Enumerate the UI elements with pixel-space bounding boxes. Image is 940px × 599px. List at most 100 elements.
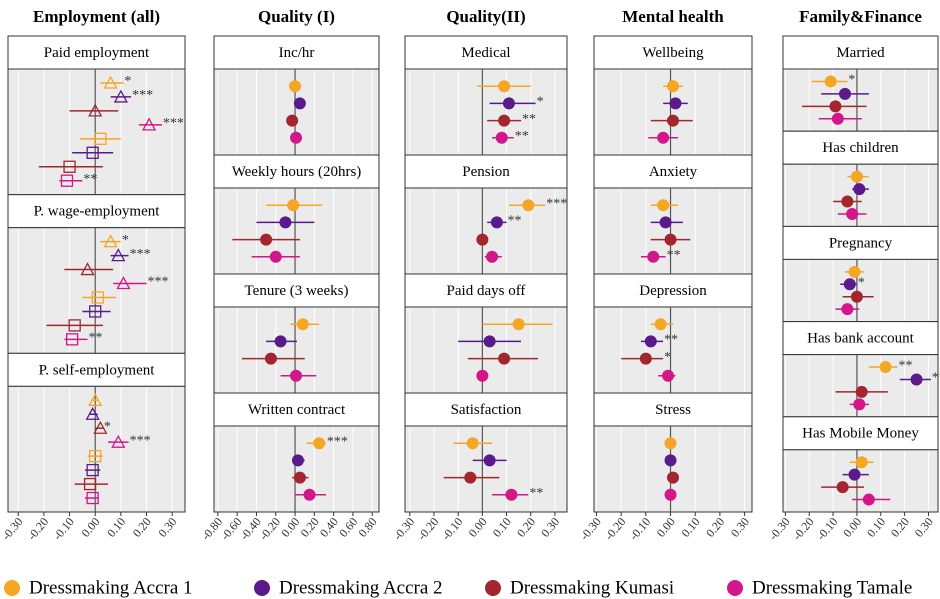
x-tick-label: 0.20 (298, 515, 322, 540)
x-tick-label: 0.40 (317, 515, 341, 540)
x-tick-label: -0.30 (0, 515, 26, 543)
point (879, 361, 892, 374)
strip-label: Tenure (3 weeks) (245, 283, 349, 299)
strip (593, 392, 753, 427)
point (498, 352, 511, 365)
plot-area (593, 187, 753, 275)
point (279, 216, 292, 229)
strip-label: Has Mobile Money (802, 426, 919, 442)
point (113, 89, 128, 103)
x-tick-label: 0.20 (888, 515, 912, 540)
point (476, 233, 489, 246)
point (65, 333, 79, 346)
point (290, 131, 303, 144)
legend-label: Dressmaking Accra 1 (29, 577, 193, 598)
significance: ** (667, 248, 681, 263)
point (644, 335, 657, 348)
point (68, 319, 81, 332)
significance: ** (508, 214, 522, 229)
point (498, 80, 511, 93)
strip (7, 352, 186, 387)
significance: * (664, 350, 671, 365)
point (853, 398, 866, 411)
point (264, 352, 277, 365)
point (846, 207, 859, 220)
plot-area (7, 227, 186, 354)
legend-marker (485, 580, 501, 596)
x-tick-label: 0.00 (466, 515, 490, 540)
significance: ** (89, 331, 103, 346)
strip-label: Wellbeing (642, 45, 704, 61)
significance: *** (130, 433, 151, 448)
plot-area (593, 306, 753, 394)
point (476, 369, 489, 382)
point (662, 369, 675, 382)
point (85, 406, 100, 420)
point (289, 80, 302, 93)
point (291, 454, 304, 467)
point (667, 80, 679, 93)
point (505, 488, 518, 501)
strip-label: Pension (462, 164, 510, 180)
point (293, 471, 306, 484)
point (89, 449, 102, 463)
point (862, 493, 875, 506)
significance: ** (664, 333, 678, 348)
point (664, 233, 677, 246)
significance: * (848, 73, 855, 88)
strip-label: P. wage-employment (34, 204, 161, 220)
significance: *** (130, 247, 151, 262)
x-tick-label: 0.10 (490, 515, 514, 540)
strip-label: Has children (822, 140, 899, 156)
point (910, 373, 923, 386)
strip-label: Depression (639, 283, 707, 299)
significance: *** (132, 88, 153, 103)
x-tick-label: -0.20 (25, 515, 52, 543)
point (111, 248, 126, 262)
strip-label: Written contract (248, 402, 346, 418)
x-tick-label: 0.00 (278, 515, 302, 540)
x-tick-label: 0.30 (912, 515, 936, 540)
x-tick-label: 0.30 (728, 515, 752, 540)
x-tick-label: -0.30 (766, 515, 793, 543)
strip (213, 35, 380, 70)
point (490, 216, 503, 229)
x-tick-label: -0.30 (577, 515, 604, 543)
point (86, 463, 99, 477)
plot-area (782, 68, 939, 132)
point (83, 477, 97, 491)
legend-label: Dressmaking Accra 2 (279, 577, 443, 598)
x-tick-label: 0.00 (78, 515, 102, 540)
strip (213, 154, 380, 189)
panel-title: Family&Finance (799, 7, 922, 26)
significance: *** (327, 434, 348, 449)
significance: ** (515, 129, 529, 144)
point (843, 278, 856, 291)
point (466, 437, 479, 450)
point (498, 114, 511, 127)
strip-label: Paid employment (44, 45, 150, 61)
plot-area (213, 425, 380, 513)
x-tick-label: -0.10 (439, 515, 466, 543)
plot-area (782, 258, 939, 323)
strip-label: Has bank account (807, 331, 914, 347)
point (91, 291, 104, 304)
strip-label: Weekly hours (20hrs) (232, 164, 362, 180)
x-tick-label: -0.10 (626, 515, 653, 543)
point (639, 352, 652, 365)
point (483, 335, 496, 348)
significance: *** (163, 116, 184, 131)
point (848, 265, 861, 278)
x-tick-label: 0.20 (703, 515, 727, 540)
point (829, 100, 842, 113)
point (839, 87, 851, 100)
point (486, 250, 499, 263)
significance: *** (148, 275, 169, 290)
x-tick-label: 0.30 (155, 515, 179, 540)
point (116, 276, 131, 290)
significance: * (124, 74, 131, 89)
significance: * (104, 419, 111, 434)
legend-marker (4, 580, 20, 596)
point (287, 199, 300, 212)
